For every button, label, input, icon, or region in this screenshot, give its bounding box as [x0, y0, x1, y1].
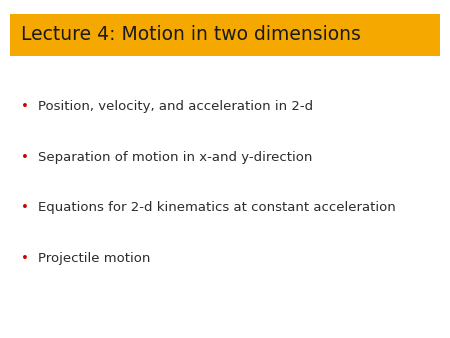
Text: Equations for 2-d kinematics at constant acceleration: Equations for 2-d kinematics at constant…: [38, 201, 396, 214]
Text: Position, velocity, and acceleration in 2-d: Position, velocity, and acceleration in …: [38, 100, 313, 113]
Text: Lecture 4: Motion in two dimensions: Lecture 4: Motion in two dimensions: [21, 25, 361, 44]
Text: •: •: [21, 201, 29, 214]
Text: •: •: [21, 100, 29, 113]
Text: •: •: [21, 151, 29, 164]
FancyBboxPatch shape: [10, 14, 440, 56]
Text: Projectile motion: Projectile motion: [38, 252, 151, 265]
Text: Separation of motion in x-and y-direction: Separation of motion in x-and y-directio…: [38, 151, 313, 164]
Text: •: •: [21, 252, 29, 265]
